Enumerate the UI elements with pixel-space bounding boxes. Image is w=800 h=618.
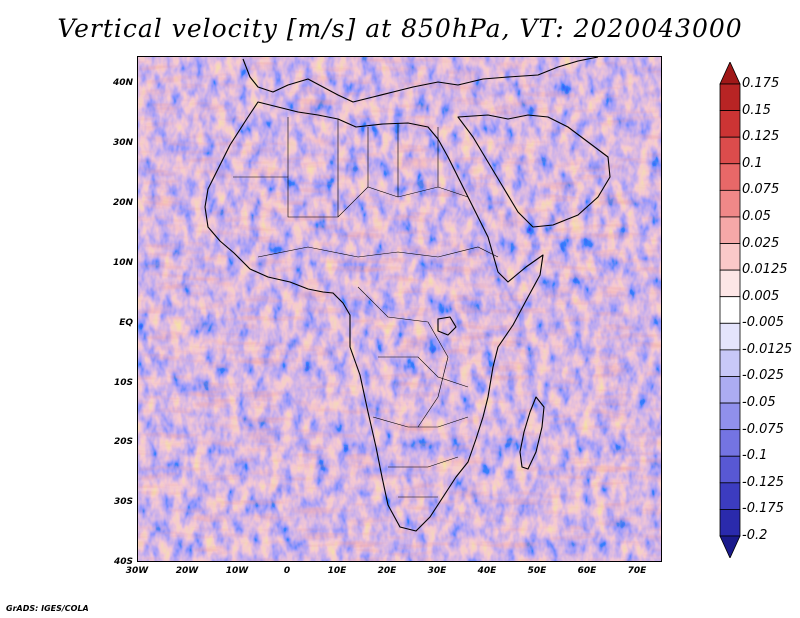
colorbar-cell xyxy=(719,243,741,271)
colorbar-label: -0.05 xyxy=(742,395,776,411)
colorbar-label: 0.125 xyxy=(742,129,780,145)
lat-label-40n: 40N xyxy=(112,78,133,88)
lon-label-60e: 60E xyxy=(577,566,597,576)
colorbar-label: -0.075 xyxy=(742,421,784,437)
colorbar-label: 0.025 xyxy=(742,235,780,251)
colorbar-cell xyxy=(719,189,741,218)
colorbar-cell xyxy=(719,269,741,298)
colorbar-cell xyxy=(719,376,741,404)
colorbar-cell xyxy=(719,110,741,138)
lat-label-10s: 10S xyxy=(113,378,133,388)
colorbar-cell xyxy=(719,216,741,244)
lon-label-50e: 50E xyxy=(527,566,547,576)
colorbar-label: 0.1 xyxy=(742,155,763,171)
colorbar-label: 0.0125 xyxy=(742,262,788,278)
europe-outline xyxy=(242,57,599,103)
lon-label-30e: 30E xyxy=(427,566,447,576)
arabia-outline xyxy=(457,114,611,228)
lat-label-10n: 10N xyxy=(112,258,133,268)
lat-label-30n: 30N xyxy=(112,138,133,148)
lon-label-0: 0 xyxy=(283,566,291,576)
colorbar-label: 0.15 xyxy=(742,102,771,118)
colorbar-label: -0.2 xyxy=(742,528,768,543)
colorbar-cell xyxy=(719,322,741,351)
colorbar-cell xyxy=(719,482,741,510)
lon-label-70e: 70E xyxy=(627,566,647,576)
colorbar xyxy=(719,62,741,558)
lon-label-30w: 30W xyxy=(125,566,149,576)
africa-outline xyxy=(204,101,544,532)
colorbar-min-arrow xyxy=(719,535,741,558)
colorbar-label: -0.1 xyxy=(742,448,768,464)
map-title: Vertical velocity [m/s] at 850hPa, VT: 2… xyxy=(57,14,743,43)
colorbar-cell xyxy=(719,509,741,537)
madagascar-outline xyxy=(519,396,545,470)
lake-victoria-outline xyxy=(437,316,457,336)
colorbar-cell xyxy=(719,136,741,165)
colorbar-label: -0.175 xyxy=(742,501,784,517)
colorbar-cell xyxy=(719,429,741,457)
velocity-field xyxy=(138,57,661,561)
lat-label-20n: 20N xyxy=(112,198,133,208)
colorbar-label: -0.0125 xyxy=(742,341,793,357)
colorbar-cell xyxy=(719,455,741,484)
lon-label-20w: 20W xyxy=(175,566,199,576)
coastlines xyxy=(204,57,611,532)
colorbar-cell xyxy=(719,349,741,377)
lat-label-30s: 30S xyxy=(113,497,133,507)
country-borders xyxy=(233,117,499,498)
colorbar-cell xyxy=(719,296,741,324)
colorbar-label: 0.005 xyxy=(742,288,780,304)
colorbar-label: 0.075 xyxy=(742,182,780,198)
lon-label-20e: 20E xyxy=(377,566,397,576)
lat-label-40s: 40S xyxy=(113,557,133,567)
colorbar-label: -0.125 xyxy=(742,474,784,490)
colorbar-label: -0.025 xyxy=(742,368,784,384)
lat-label-20s: 20S xyxy=(113,437,133,447)
lon-label-10w: 10W xyxy=(225,566,249,576)
colorbar-cell xyxy=(719,163,741,191)
lat-label-eq: EQ xyxy=(119,318,133,328)
field-streaks xyxy=(138,57,661,561)
colorbar-label: 0.175 xyxy=(742,76,780,91)
lon-label-40e: 40E xyxy=(477,566,497,576)
colorbar-cell xyxy=(719,83,741,111)
map-panel xyxy=(137,56,662,562)
colorbar-max-arrow xyxy=(719,62,741,85)
grads-credit: GrADS: IGES/COLA xyxy=(6,604,89,613)
colorbar-label: 0.05 xyxy=(742,208,771,224)
lon-label-10e: 10E xyxy=(327,566,347,576)
colorbar-label: -0.005 xyxy=(742,315,784,331)
colorbar-cell xyxy=(719,402,741,431)
